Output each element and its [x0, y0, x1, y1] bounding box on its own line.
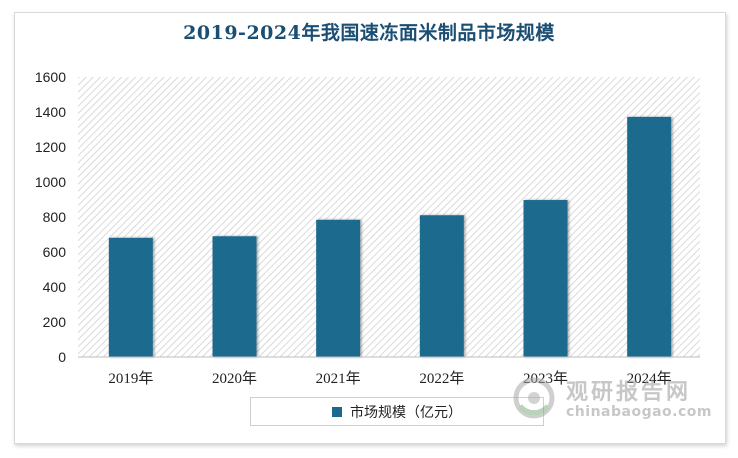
bar	[627, 116, 672, 358]
x-tick-label: 2019年	[108, 370, 153, 387]
y-tick-label: 200	[43, 314, 67, 330]
watermark-text-cn: 观研报告网	[566, 380, 692, 405]
y-tick-label: 800	[43, 209, 67, 225]
plot-area	[78, 77, 700, 357]
x-tick-label: 2021年	[316, 370, 361, 387]
y-tick-label: 1600	[35, 69, 66, 85]
x-tick-label: 2024年	[627, 370, 672, 387]
y-tick-label: 1200	[35, 139, 66, 155]
y-tick-label: 400	[43, 279, 67, 295]
y-tick-label: 1400	[35, 104, 66, 120]
bar	[212, 236, 257, 357]
bar	[419, 215, 464, 357]
bar	[523, 200, 568, 357]
legend-swatch	[332, 406, 342, 417]
bar	[108, 237, 153, 357]
bar	[316, 219, 361, 357]
x-tick-label: 2023年	[523, 370, 568, 387]
x-tick-label: 2020年	[212, 370, 257, 387]
legend: 市场规模（亿元）	[250, 397, 544, 426]
y-tick-label: 600	[43, 244, 67, 260]
legend-label: 市场规模（亿元）	[350, 404, 462, 421]
watermark: 观研报告网 chinabaogao.com	[512, 372, 712, 428]
x-tick-label: 2022年	[419, 370, 464, 387]
y-tick-label: 0	[58, 349, 66, 365]
watermark-logo-icon	[513, 377, 555, 419]
chart-title: 2019-2024年我国速冻面米制品市场规模	[183, 22, 555, 44]
watermark-text-en: chinabaogao.com	[566, 404, 712, 420]
y-tick-label: 1000	[35, 174, 66, 190]
